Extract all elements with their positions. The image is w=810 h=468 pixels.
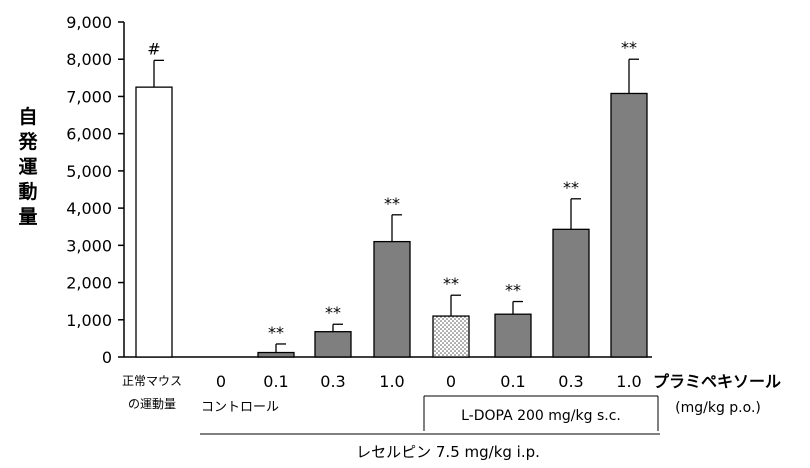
x-tick-label: 0.1 xyxy=(500,372,525,391)
significance-marker: # xyxy=(147,39,160,58)
x-tick-label: 0 xyxy=(216,372,226,391)
significance-marker: ** xyxy=(621,38,637,57)
significance-marker: ** xyxy=(325,303,341,322)
x-tick-label: 0.1 xyxy=(263,372,288,391)
y-axis-label-char: 量 xyxy=(18,206,38,228)
y-tick-label: 7,000 xyxy=(66,87,112,106)
reserpine-label: レセルピン 7.5 mg/kg i.p. xyxy=(356,443,540,461)
x-tick-label: 1.0 xyxy=(616,372,641,391)
y-axis-label-char: 運 xyxy=(18,156,38,178)
y-tick-label: 8,000 xyxy=(66,50,112,69)
bar xyxy=(135,86,173,358)
pramipexole-unit: (mg/kg p.o.) xyxy=(675,400,761,416)
x-tick-label: 0.3 xyxy=(558,372,583,391)
pramipexole-label: プラミペキソール xyxy=(653,372,781,391)
x-tick-label: 1.0 xyxy=(379,372,404,391)
y-tick-label: 9,000 xyxy=(66,13,112,32)
y-tick-label: 3,000 xyxy=(66,236,112,255)
significance-marker: ** xyxy=(505,281,521,300)
y-tick-label: 0 xyxy=(102,348,112,367)
bar xyxy=(257,351,295,358)
bar xyxy=(314,331,352,358)
y-axis-label-char: 動 xyxy=(18,181,38,203)
y-tick-label: 6,000 xyxy=(66,125,112,144)
x-tick-label: 0.3 xyxy=(320,372,345,391)
y-tick-label: 1,000 xyxy=(66,311,112,330)
y-tick-label: 5,000 xyxy=(66,162,112,181)
bar xyxy=(494,313,532,358)
significance-marker: ** xyxy=(563,178,579,197)
normal-mouse-label: の運動量 xyxy=(128,397,176,411)
significance-marker: ** xyxy=(443,274,459,293)
normal-mouse-label: 正常マウス xyxy=(122,374,182,388)
significance-marker: ** xyxy=(268,323,284,342)
y-tick-label: 4,000 xyxy=(66,199,112,218)
x-tick-label: 0 xyxy=(446,372,456,391)
y-tick-label: 2,000 xyxy=(66,274,112,293)
bar xyxy=(373,240,411,358)
bar xyxy=(432,315,470,358)
bar xyxy=(610,92,648,358)
significance-marker: ** xyxy=(384,194,400,213)
control-label: コントロール xyxy=(201,400,279,415)
bar xyxy=(552,228,590,358)
y-axis-label-char: 自 xyxy=(18,106,38,128)
y-axis-label-char: 発 xyxy=(18,131,38,153)
ldopa-label: L-DOPA 200 mg/kg s.c. xyxy=(461,408,621,424)
